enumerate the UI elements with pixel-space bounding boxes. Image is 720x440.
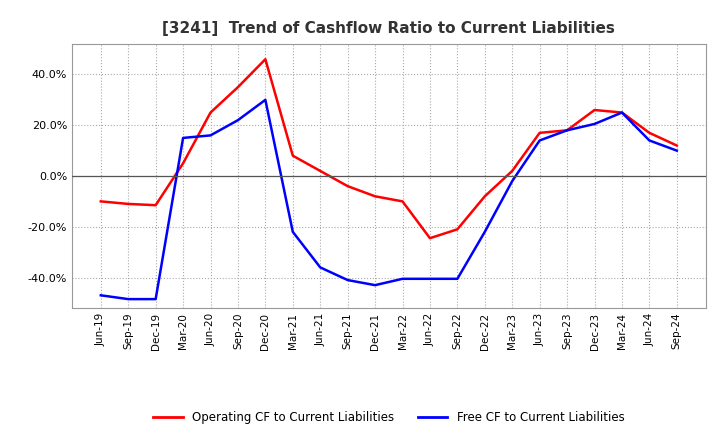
Free CF to Current Liabilities: [124, 297, 132, 302]
Title: [3241]  Trend of Cashflow Ratio to Current Liabilities: [3241] Trend of Cashflow Ratio to Curren…: [163, 21, 615, 36]
Free CF to Current Liabilities: [480, 229, 489, 235]
Operating CF to Current Liabilities: [151, 202, 160, 208]
Free CF to Current Liabilities: [316, 265, 325, 270]
Operating CF to Current Liabilities: [124, 201, 132, 206]
Free CF to Current Liabilities: [371, 282, 379, 288]
Free CF to Current Liabilities: [536, 138, 544, 143]
Free CF to Current Liabilities: [233, 117, 242, 123]
Line: Free CF to Current Liabilities: Free CF to Current Liabilities: [101, 100, 677, 299]
Operating CF to Current Liabilities: [480, 194, 489, 199]
Free CF to Current Liabilities: [590, 121, 599, 127]
Free CF to Current Liabilities: [508, 179, 516, 184]
Operating CF to Current Liabilities: [371, 194, 379, 199]
Operating CF to Current Liabilities: [645, 130, 654, 136]
Free CF to Current Liabilities: [398, 276, 407, 282]
Operating CF to Current Liabilities: [672, 143, 681, 148]
Operating CF to Current Liabilities: [508, 168, 516, 173]
Operating CF to Current Liabilities: [563, 128, 572, 133]
Operating CF to Current Liabilities: [590, 107, 599, 113]
Free CF to Current Liabilities: [426, 276, 434, 282]
Free CF to Current Liabilities: [645, 138, 654, 143]
Legend: Operating CF to Current Liabilities, Free CF to Current Liabilities: Operating CF to Current Liabilities, Fre…: [148, 407, 629, 429]
Operating CF to Current Liabilities: [233, 84, 242, 90]
Free CF to Current Liabilities: [563, 128, 572, 133]
Line: Operating CF to Current Liabilities: Operating CF to Current Liabilities: [101, 59, 677, 238]
Free CF to Current Liabilities: [343, 278, 352, 283]
Free CF to Current Liabilities: [151, 297, 160, 302]
Operating CF to Current Liabilities: [536, 130, 544, 136]
Operating CF to Current Liabilities: [398, 199, 407, 204]
Free CF to Current Liabilities: [261, 97, 270, 103]
Operating CF to Current Liabilities: [343, 183, 352, 189]
Free CF to Current Liabilities: [96, 293, 105, 298]
Operating CF to Current Liabilities: [618, 110, 626, 115]
Free CF to Current Liabilities: [618, 110, 626, 115]
Free CF to Current Liabilities: [179, 135, 187, 140]
Operating CF to Current Liabilities: [426, 235, 434, 241]
Operating CF to Current Liabilities: [206, 110, 215, 115]
Operating CF to Current Liabilities: [289, 153, 297, 158]
Operating CF to Current Liabilities: [316, 168, 325, 173]
Free CF to Current Liabilities: [453, 276, 462, 282]
Free CF to Current Liabilities: [206, 133, 215, 138]
Free CF to Current Liabilities: [289, 229, 297, 235]
Operating CF to Current Liabilities: [179, 161, 187, 166]
Operating CF to Current Liabilities: [453, 227, 462, 232]
Operating CF to Current Liabilities: [261, 57, 270, 62]
Free CF to Current Liabilities: [672, 148, 681, 153]
Operating CF to Current Liabilities: [96, 199, 105, 204]
